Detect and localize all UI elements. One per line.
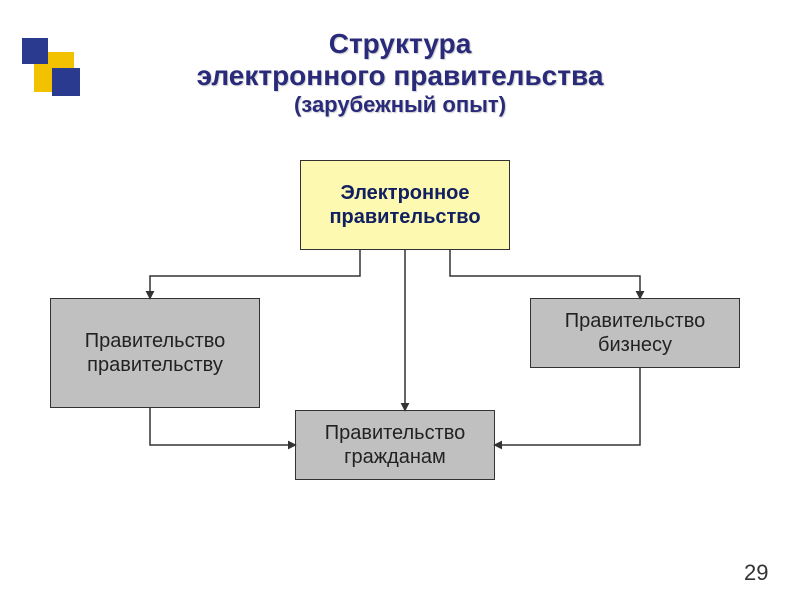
slide-title: Структура электронного правительства (за…: [0, 28, 800, 118]
box-gov-to-citizens: Правительство гражданам: [295, 410, 495, 480]
box-left-label: Правительство правительству: [59, 329, 251, 377]
box-root-label: Электронное правительство: [309, 181, 501, 229]
page-number: 29: [744, 560, 768, 586]
title-line-2: электронного правительства: [0, 60, 800, 92]
title-line-1: Структура: [0, 28, 800, 60]
box-e-government: Электронное правительство: [300, 160, 510, 250]
box-center-label: Правительство гражданам: [304, 421, 486, 469]
box-right-label: Правительство бизнесу: [539, 309, 731, 357]
box-gov-to-business: Правительство бизнесу: [530, 298, 740, 368]
title-sub: (зарубежный опыт): [0, 92, 800, 118]
box-gov-to-gov: Правительство правительству: [50, 298, 260, 408]
